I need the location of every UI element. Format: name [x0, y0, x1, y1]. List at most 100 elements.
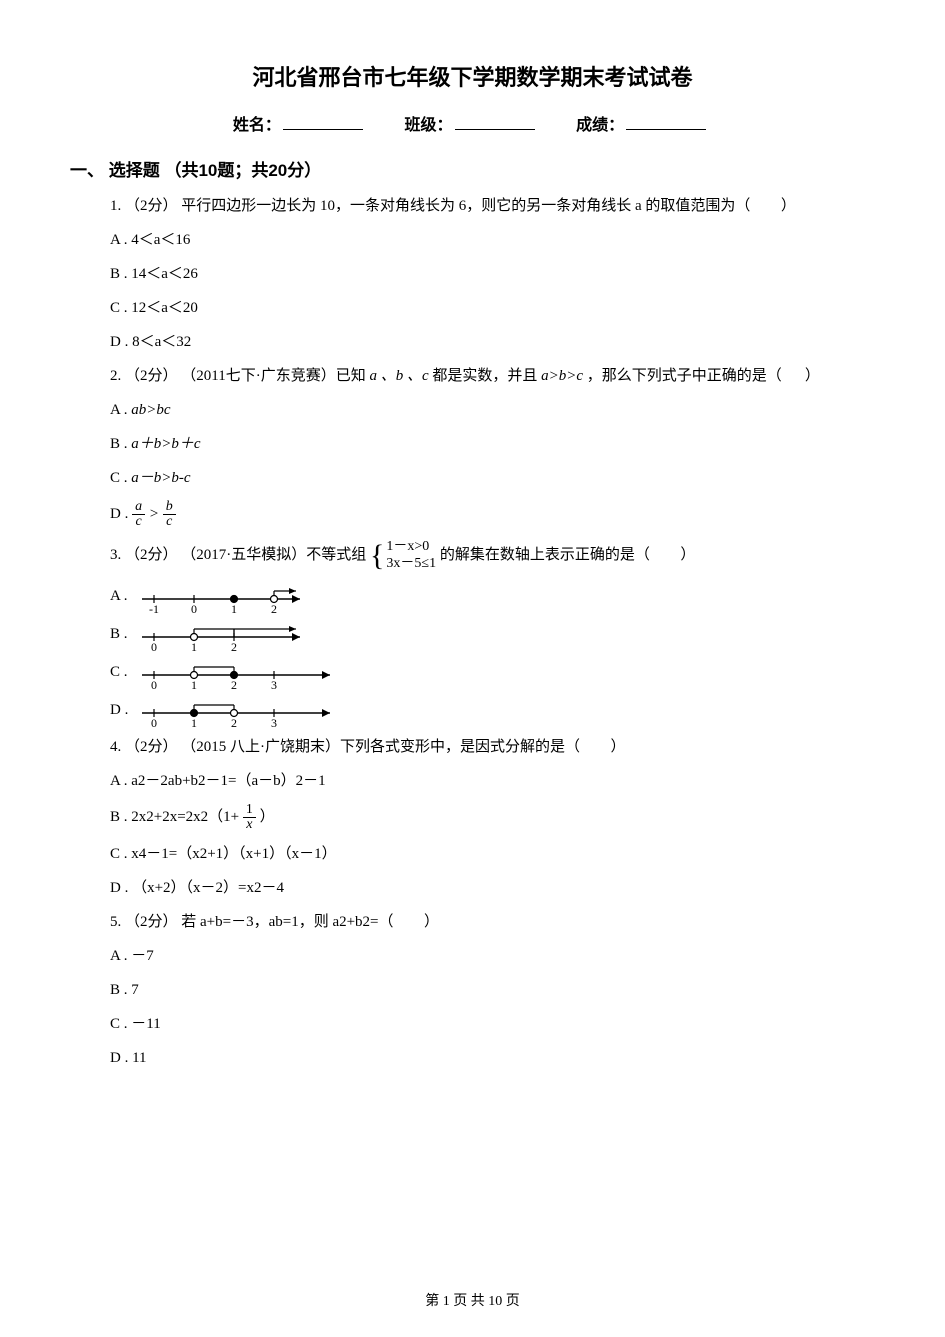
q2-option-b[interactable]: B . a＋b>b＋c: [110, 432, 875, 456]
gt-sign: >: [149, 506, 163, 522]
svg-text:3: 3: [271, 678, 277, 689]
q3-stem-a: 3. （2分） （2017·五华模拟）不等式组: [110, 547, 370, 563]
svg-text:2: 2: [231, 640, 237, 651]
q1-stem-a: 1. （2分） 平行四边形一边长为 10，一条对角线长为 6，则它的另一条对角线…: [110, 198, 750, 214]
svg-text:0: 0: [151, 640, 157, 651]
footer-suffix: 页: [502, 1294, 520, 1309]
q1-option-c[interactable]: C . 12＜a＜20: [110, 296, 875, 320]
q2-b-prefix: B .: [110, 436, 131, 452]
frac-num: 1: [243, 803, 256, 818]
q4-b-prefix: B . 2x2+2x=2x2（1+: [110, 809, 243, 825]
svg-text:3: 3: [271, 716, 277, 727]
q5-option-d[interactable]: D . 11: [110, 1046, 875, 1070]
q2-option-a[interactable]: A . ab>bc: [110, 398, 875, 422]
student-info-row: 姓名： 班级： 成绩：: [70, 113, 875, 139]
exam-page: 河北省邢台市七年级下学期数学期末考试试卷 姓名： 班级： 成绩： 一、 选择题 …: [0, 0, 945, 1337]
q4-stem-b: ）: [611, 739, 626, 755]
q5-option-b[interactable]: B . 7: [110, 978, 875, 1002]
frac-num: b: [163, 500, 176, 515]
q2-stem-c: ，那么下列式子中正确的是（: [583, 368, 782, 384]
q5-stem-b: ）: [424, 914, 439, 930]
q4-b-suffix: ）: [260, 809, 275, 825]
svg-text:0: 0: [191, 602, 197, 613]
section-1-heading: 一、 选择题 （共10题；共20分）: [70, 157, 875, 184]
number-line-c: 0 1 2 3: [136, 655, 336, 689]
answer-blank[interactable]: [654, 547, 677, 563]
answer-blank[interactable]: [397, 914, 420, 930]
number-line-b: 0 1 2: [136, 617, 306, 651]
footer-page: 1: [443, 1294, 450, 1309]
q2-a-prefix: A .: [110, 402, 131, 418]
q3-stem-c: ）: [680, 547, 695, 563]
name-label: 姓名：: [233, 117, 281, 134]
score-blank[interactable]: [626, 113, 706, 130]
svg-text:2: 2: [231, 678, 237, 689]
svg-text:1: 1: [191, 678, 197, 689]
svg-text:1: 1: [231, 602, 237, 613]
q3-c-label: C .: [110, 660, 128, 684]
q4-option-a[interactable]: A . a2－2ab+b2－1=（a－b）2－1: [110, 769, 875, 793]
q1-option-a[interactable]: A . 4＜a＜16: [110, 228, 875, 252]
q2-stem: 2. （2分） （2011七下·广东竞赛）已知 a 、b 、c 都是实数，并且 …: [110, 364, 875, 388]
number-line-d: 0 1 2 3: [136, 693, 336, 727]
q4-option-b[interactable]: B . 2x2+2x=2x2（1+ 1 x ）: [110, 803, 875, 832]
q5-option-c[interactable]: C . －11: [110, 1012, 875, 1036]
svg-text:1: 1: [191, 716, 197, 727]
frac-den: c: [132, 515, 145, 529]
q4-option-c[interactable]: C . x4－1=（x2+1）（x+1）（x－1）: [110, 842, 875, 866]
q3-option-d[interactable]: D . 0 1 2 3: [110, 693, 875, 727]
footer-mid: 页 共: [450, 1294, 489, 1309]
svg-text:2: 2: [231, 716, 237, 727]
q2-option-d[interactable]: D . a c > b c: [110, 500, 875, 529]
answer-blank[interactable]: [754, 198, 777, 214]
frac-1-over-x: 1 x: [243, 803, 256, 832]
system-line-1: 1－x>0: [386, 539, 429, 554]
svg-text:0: 0: [151, 716, 157, 727]
number-line-a: -1 0 1 2: [136, 579, 306, 613]
svg-text:2: 2: [271, 602, 277, 613]
svg-text:1: 1: [191, 640, 197, 651]
q3-option-c[interactable]: C . 0 1 2 3: [110, 655, 875, 689]
svg-text:-1: -1: [149, 602, 159, 613]
answer-blank[interactable]: [584, 739, 607, 755]
frac-b-over-c: b c: [163, 500, 176, 529]
q3-option-a[interactable]: A . -1012: [110, 579, 875, 613]
q3-option-b[interactable]: B . 0 1 2: [110, 617, 875, 651]
q2-stem-d: ）: [805, 368, 820, 384]
q2-stem-a: 2. （2分） （2011七下·广东竞赛）已知: [110, 368, 369, 384]
class-label: 班级：: [404, 117, 452, 134]
q2-option-c[interactable]: C . a－b>b-c: [110, 466, 875, 490]
q1-stem: 1. （2分） 平行四边形一边长为 10，一条对角线长为 6，则它的另一条对角线…: [110, 194, 875, 218]
frac-a-over-c: a c: [132, 500, 145, 529]
footer-total: 10: [488, 1294, 502, 1309]
q2-b-expr: a＋b>b＋c: [131, 436, 200, 452]
q5-option-a[interactable]: A . －7: [110, 944, 875, 968]
q2-c-prefix: C .: [110, 470, 131, 486]
q2-vars: a 、b 、c: [369, 368, 428, 384]
class-blank[interactable]: [455, 113, 535, 130]
frac-num: a: [132, 500, 145, 515]
score-label: 成绩：: [576, 117, 624, 134]
q1-option-d[interactable]: D . 8＜a＜32: [110, 330, 875, 354]
q5-stem-a: 5. （2分） 若 a+b=－3，ab=1，则 a2+b2=（: [110, 914, 394, 930]
name-blank[interactable]: [283, 113, 363, 130]
frac-den: x: [243, 818, 256, 832]
svg-text:0: 0: [151, 678, 157, 689]
inequality-system: { 1－x>0 3x－5≤1: [370, 539, 436, 573]
q5-stem: 5. （2分） 若 a+b=－3，ab=1，则 a2+b2=（ ）: [110, 910, 875, 934]
exam-title: 河北省邢台市七年级下学期数学期末考试试卷: [70, 60, 875, 95]
answer-blank[interactable]: [782, 368, 805, 384]
q3-b-label: B .: [110, 622, 128, 646]
q4-stem-a: 4. （2分） （2015 八上·广饶期末）下列各式变形中，是因式分解的是（: [110, 739, 580, 755]
q4-option-d[interactable]: D . （x+2）（x－2）=x2－4: [110, 876, 875, 900]
left-brace-icon: {: [370, 541, 384, 571]
q1-option-b[interactable]: B . 14＜a＜26: [110, 262, 875, 286]
q2-a-expr: ab>bc: [131, 402, 170, 418]
questions-block: 1. （2分） 平行四边形一边长为 10，一条对角线长为 6，则它的另一条对角线…: [110, 194, 875, 1070]
frac-den: c: [163, 515, 176, 529]
q2-stem-b: 都是实数，并且: [429, 368, 542, 384]
q4-stem: 4. （2分） （2015 八上·广饶期末）下列各式变形中，是因式分解的是（ ）: [110, 735, 875, 759]
q2-cond: a>b>c: [541, 368, 583, 384]
q3-d-label: D .: [110, 698, 128, 722]
q1-stem-b: ）: [781, 198, 796, 214]
